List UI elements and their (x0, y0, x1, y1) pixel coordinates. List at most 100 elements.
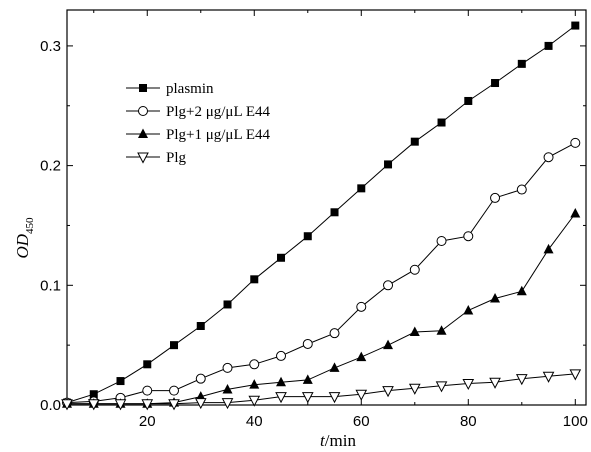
series-1 (62, 137, 581, 408)
data-point (357, 184, 366, 193)
data-point (248, 395, 261, 407)
data-point (169, 385, 180, 396)
plot-frame (66, 9, 587, 406)
series-0 (63, 21, 580, 407)
data-point (356, 301, 367, 312)
data-point (409, 264, 420, 275)
data-point (170, 341, 179, 350)
data-point (383, 339, 394, 350)
legend-label: Plg (166, 150, 187, 166)
data-point (408, 383, 421, 395)
data-point (276, 376, 287, 387)
data-point (462, 378, 475, 391)
data-point (517, 59, 526, 68)
legend-label: plasmin (166, 81, 214, 97)
data-point (222, 362, 233, 373)
data-point (168, 399, 180, 411)
x-axis-title: t/min (320, 431, 356, 450)
data-point (410, 137, 419, 146)
y-axis-title: OD450 (13, 217, 36, 259)
data-point (249, 379, 260, 389)
data-point (544, 41, 553, 50)
series-line (67, 213, 576, 405)
y-tick-label: 0.3 (40, 38, 61, 55)
data-point (543, 152, 554, 163)
data-point (382, 386, 394, 398)
y-tick-label: 0.0 (40, 397, 61, 414)
data-point (302, 374, 313, 384)
data-point (463, 231, 474, 242)
data-point (516, 285, 527, 296)
data-point (437, 118, 446, 127)
x-tick-label: 40 (246, 413, 263, 430)
data-point (276, 350, 287, 361)
series-2 (62, 207, 581, 408)
legend-entry: plasmin (126, 81, 214, 97)
x-tick-label: 60 (353, 413, 370, 430)
data-point (195, 373, 206, 384)
legend-marker (138, 128, 148, 138)
legend-entry: Plg (126, 150, 187, 166)
legend-label: Plg+1 μg/μL E44 (166, 127, 270, 143)
data-point (516, 184, 527, 195)
data-point (61, 399, 73, 411)
data-point (355, 389, 368, 401)
data-point (141, 399, 154, 411)
legend-entry: Plg+2 μg/μL E44 (126, 104, 270, 120)
data-point (515, 374, 528, 386)
data-point (571, 21, 580, 30)
x-tick-label: 80 (460, 413, 477, 430)
data-point (330, 208, 339, 217)
y-tick-label: 0.1 (40, 277, 61, 294)
data-point (384, 160, 393, 169)
legend-entry: Plg+1 μg/μL E44 (126, 127, 270, 143)
data-point (223, 300, 232, 309)
data-point (89, 390, 98, 399)
series-3 (61, 369, 582, 411)
data-point (435, 381, 448, 393)
data-point (436, 325, 447, 335)
legend-label: Plg+2 μg/μL E44 (166, 104, 270, 120)
data-point (464, 96, 473, 105)
data-point (463, 304, 474, 315)
data-point (328, 392, 341, 404)
data-point (490, 192, 501, 203)
data-point (301, 392, 314, 404)
data-point (570, 207, 581, 218)
data-point (329, 328, 340, 339)
x-tick-label: 20 (139, 413, 156, 430)
data-point (142, 385, 153, 396)
data-point (277, 253, 286, 262)
data-point (383, 280, 394, 291)
data-point (302, 338, 313, 349)
series-line (67, 373, 576, 405)
data-point (114, 399, 127, 411)
legend-marker (138, 106, 148, 116)
data-point (409, 326, 420, 336)
y-tick-label: 0.2 (40, 158, 61, 175)
data-point (222, 383, 233, 394)
data-point (221, 398, 234, 410)
data-point (250, 275, 259, 284)
data-point (329, 362, 340, 372)
series-line (66, 142, 576, 404)
data-point (196, 322, 205, 330)
data-point (436, 236, 447, 247)
x-tick-label: 100 (563, 413, 588, 430)
data-point (143, 360, 152, 369)
data-point (249, 359, 260, 370)
data-point (356, 351, 367, 362)
data-point (490, 292, 501, 303)
data-point (543, 243, 554, 254)
series-line (66, 25, 576, 404)
data-point (570, 137, 581, 148)
data-point (87, 399, 100, 411)
data-point (303, 232, 312, 241)
data-point (116, 377, 125, 386)
legend-marker (139, 84, 147, 92)
data-point (275, 392, 287, 404)
data-point (569, 369, 582, 381)
data-point (489, 377, 501, 389)
data-point (194, 398, 207, 410)
